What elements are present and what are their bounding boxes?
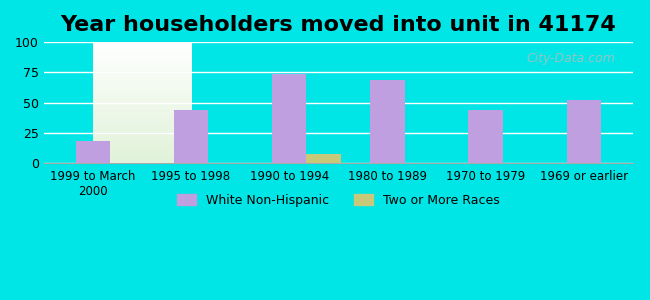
Bar: [75, 142, 110, 163]
Text: City-Data.com: City-Data.com: [526, 52, 616, 65]
Bar: [370, 80, 404, 163]
Bar: [174, 110, 208, 163]
Title: Year householders moved into unit in 41174: Year householders moved into unit in 411…: [60, 15, 616, 35]
Bar: [567, 100, 601, 163]
Bar: [272, 74, 306, 163]
Bar: [469, 110, 503, 163]
Bar: [306, 154, 341, 163]
Legend: White Non-Hispanic, Two or More Races: White Non-Hispanic, Two or More Races: [172, 189, 504, 211]
